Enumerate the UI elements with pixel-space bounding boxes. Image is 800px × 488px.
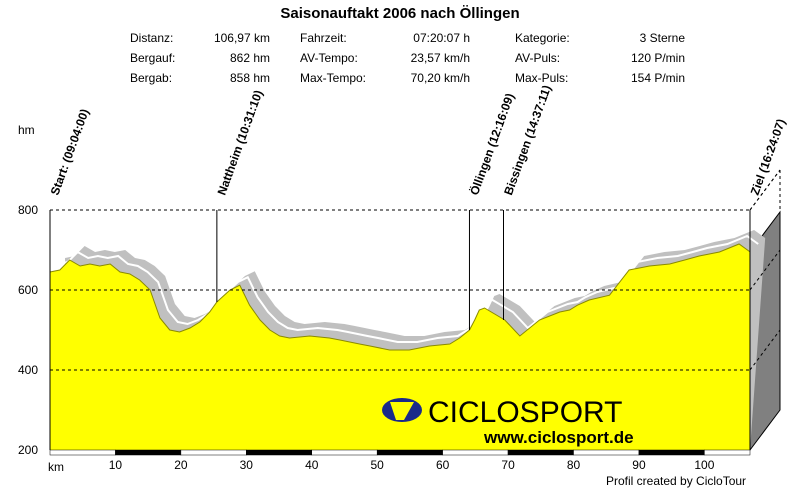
x-tick-label: 10	[109, 458, 123, 472]
stat-value: 862 hm	[229, 51, 270, 65]
stat-label: AV-Puls:	[515, 51, 561, 65]
y-tick-label: 800	[18, 203, 38, 217]
stat-value: 106,97 km	[213, 31, 270, 45]
y-tick-label: 400	[18, 363, 38, 377]
y-axis-label: hm	[18, 123, 35, 137]
scale-segment	[573, 449, 640, 456]
x-tick-label: 20	[174, 458, 188, 472]
stat-value: 07:20:07 h	[413, 31, 470, 45]
x-tick-label: 40	[305, 458, 319, 472]
profile-line	[49, 243, 751, 351]
marker-label: Start: (09:04:00)	[48, 107, 92, 197]
stat-label: Bergauf:	[130, 51, 176, 65]
scale-segment	[376, 449, 443, 456]
stat-label: Bergab:	[130, 71, 173, 85]
scale-segment	[704, 449, 751, 456]
scale-segment	[638, 449, 705, 456]
top-3d	[749, 169, 781, 211]
scale-segment	[49, 449, 116, 456]
x-tick-label: 60	[436, 458, 450, 472]
scale-segment	[311, 449, 378, 456]
stat-label: Max-Puls:	[515, 71, 569, 85]
x-tick-label: 80	[567, 458, 581, 472]
stat-value: 23,57 km/h	[410, 51, 470, 65]
stat-label: Distanz:	[130, 31, 174, 45]
x-tick-label: 50	[371, 458, 385, 472]
stat-label: Kategorie:	[515, 31, 570, 45]
stat-value: 858 hm	[229, 71, 270, 85]
stat-value: 120 P/min	[630, 51, 685, 65]
stat-value: 154 P/min	[630, 71, 685, 85]
scale-segment	[442, 449, 509, 456]
scale-segment	[246, 449, 313, 456]
y-tick-label: 600	[18, 283, 38, 297]
stat-label: Max-Tempo:	[300, 71, 367, 85]
shadow-highlight	[57, 234, 759, 343]
x-axis-label: km	[48, 460, 64, 474]
profile-area	[50, 244, 751, 450]
marker-label: Ziel (16:24:07)	[748, 117, 789, 197]
gridline-3d	[749, 249, 781, 291]
x-tick-label: 100	[694, 458, 714, 472]
scale-segment	[115, 449, 182, 456]
logo-url: www.ciclosport.de	[483, 428, 634, 447]
scale-segment	[507, 449, 574, 456]
gridline-3d	[749, 329, 781, 371]
stat-value: 70,20 km/h	[410, 71, 470, 85]
chart-title: Saisonauftakt 2006 nach Öllingen	[280, 5, 520, 22]
logo-text: CICLOSPORT	[428, 396, 623, 429]
y-tick-label: 200	[18, 443, 38, 457]
x-tick-label: 30	[240, 458, 254, 472]
stat-label: Fahrzeit:	[300, 31, 347, 45]
x-tick-label: 70	[501, 458, 515, 472]
stat-label: AV-Tempo:	[300, 51, 358, 65]
x-tick-label: 90	[632, 458, 646, 472]
footer-credit: Profil created by CicloTour	[606, 474, 747, 488]
stat-value: 3 Sterne	[639, 31, 685, 45]
marker-label: Nattheim (10:31:10)	[215, 88, 266, 197]
scale-segment	[180, 449, 247, 456]
logo-icon-inner	[390, 402, 414, 420]
